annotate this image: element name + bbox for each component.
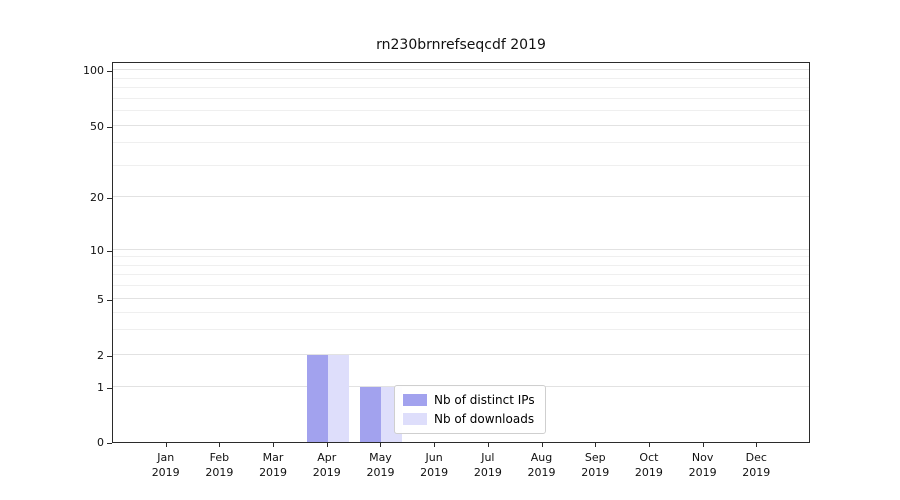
legend-label-downloads: Nb of downloads [434,412,535,426]
x-tick-month: Jun [425,451,443,464]
y-tick-mark [107,388,112,390]
x-tick-label: Sep 2019 [563,450,627,480]
y-tick-label: 2 [97,349,104,363]
legend-swatch-distinct-ips [403,394,427,406]
x-tick-year: 2019 [527,466,556,479]
x-tick-year: 2019 [259,466,288,479]
x-tick-mark [326,443,328,447]
y-tick-label: 5 [97,293,104,307]
bar-distinct-ips [306,355,328,442]
x-tick-mark [219,443,221,447]
x-tick-year: 2019 [473,466,502,479]
gridline-major [113,298,809,300]
gridline-minor [113,285,809,287]
x-tick-year: 2019 [151,466,180,479]
x-tick-month: Apr [317,451,337,464]
x-tick-label: Mar 2019 [241,450,305,480]
gridline-minor [113,142,809,144]
legend-item-downloads: Nb of downloads [403,412,535,426]
y-tick-mark [107,300,112,302]
x-tick-mark [702,443,704,447]
x-tick-mark [756,443,758,447]
gridline-minor [113,264,809,266]
gridline-minor [113,77,809,79]
bar-distinct-ips [360,387,382,442]
x-tick-month: Jan [157,451,175,464]
x-tick-year: 2019 [634,466,663,479]
legend-item-distinct-ips: Nb of distinct IPs [403,393,535,407]
gridline-minor [113,256,809,258]
x-tick-month: May [369,451,392,464]
legend-label-distinct-ips: Nb of distinct IPs [434,393,535,407]
x-tick-mark [648,443,650,447]
x-tick-month: Aug [530,451,553,464]
y-tick-label: 100 [83,64,104,78]
x-tick-label: Dec 2019 [724,450,788,480]
y-tick-mark [107,198,112,200]
y-tick-mark [107,127,112,129]
x-tick-mark [487,443,489,447]
y-tick-mark [107,71,112,73]
plot-area: Nb of distinct IPs Nb of downloads [112,62,810,443]
x-tick-label: Jun 2019 [402,450,466,480]
gridline-minor [113,87,809,89]
x-tick-mark [380,443,382,447]
x-tick-mark [273,443,275,447]
x-tick-month: Dec [745,451,767,464]
y-tick-label: 1 [97,381,104,395]
x-tick-mark [165,443,167,447]
x-tick-year: 2019 [366,466,395,479]
x-tick-year: 2019 [688,466,717,479]
gridline-minor [113,97,809,99]
gridline-minor [113,164,809,166]
x-tick-mark [541,443,543,447]
gridline-minor [113,274,809,276]
x-tick-mark [595,443,597,447]
gridline-major [113,248,809,250]
bar-downloads [327,355,349,442]
y-tick-label: 20 [90,191,104,205]
y-tick-label: 50 [90,120,104,134]
x-tick-year: 2019 [581,466,610,479]
chart-title: rn230brnrefseqcdf 2019 [376,37,546,53]
gridline-minor [113,329,809,331]
x-tick-year: 2019 [205,466,234,479]
x-tick-label: Nov 2019 [671,450,735,480]
legend: Nb of distinct IPs Nb of downloads [394,385,546,434]
x-tick-label: Apr 2019 [295,450,359,480]
gridline-minor [113,110,809,112]
x-tick-month: Nov [691,451,714,464]
gridline-major [113,354,809,356]
x-tick-year: 2019 [312,466,341,479]
x-tick-month: Jul [481,451,495,464]
gridline-major [113,196,809,198]
x-tick-month: Sep [584,451,606,464]
x-tick-year: 2019 [742,466,771,479]
x-tick-label: Jan 2019 [134,450,198,480]
legend-swatch-downloads [403,413,427,425]
x-tick-label: Oct 2019 [617,450,681,480]
y-tick-mark [107,356,112,358]
y-tick-label: 0 [97,436,104,449]
x-tick-label: Jul 2019 [456,450,520,480]
gridline-major [113,125,809,127]
y-tick-label: 10 [90,243,104,257]
y-tick-mark [107,250,112,252]
x-tick-month: Mar [262,451,284,464]
x-tick-label: Aug 2019 [510,450,574,480]
x-tick-mark [434,443,436,447]
x-tick-year: 2019 [420,466,449,479]
x-tick-label: Feb 2019 [187,450,251,480]
x-tick-month: Oct [639,451,659,464]
gridline-minor [113,311,809,313]
x-tick-month: Feb [209,451,230,464]
y-tick-mark [107,443,112,444]
gridline-major [113,69,809,71]
x-tick-label: May 2019 [348,450,412,480]
